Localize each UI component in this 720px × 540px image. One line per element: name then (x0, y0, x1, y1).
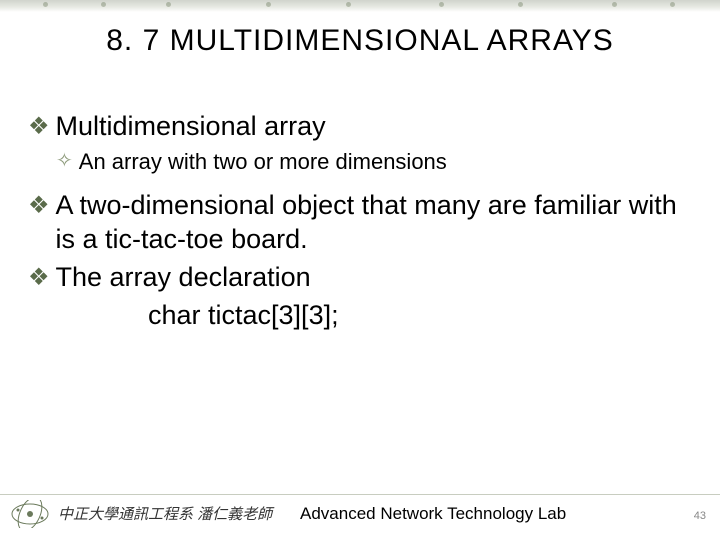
network-logo-icon (8, 500, 52, 528)
diamond-bullet-icon: ❖ (28, 112, 50, 142)
bullet-item-1: ❖ Multidimensional array (28, 110, 692, 144)
code-line: char tictac[3][3]; (148, 299, 692, 333)
page-number: 43 (694, 510, 706, 522)
footer-text-chinese: 中正大學通訊工程系 潘仁義老師 (58, 503, 272, 524)
diamond-outline-icon: ✧ (56, 149, 73, 174)
decoration-dots (0, 0, 720, 10)
bullet-item-2: ❖ A two-dimensional object that many are… (28, 189, 692, 257)
bullet-text: A two-dimensional object that many are f… (56, 189, 692, 257)
bullet-sub-item-1: ✧ An array with two or more dimensions (56, 148, 692, 176)
bullet-sub-text: An array with two or more dimensions (79, 148, 447, 176)
footer-bar: 中正大學通訊工程系 潘仁義老師 Advanced Network Technol… (0, 494, 720, 530)
content-area: ❖ Multidimensional array ✧ An array with… (28, 110, 692, 332)
footer-logo (8, 500, 52, 528)
bullet-item-3: ❖ The array declaration (28, 261, 692, 295)
diamond-bullet-icon: ❖ (28, 263, 50, 293)
slide-title: 8. 7 MULTIDIMENSIONAL ARRAYS (0, 24, 720, 58)
bullet-text: Multidimensional array (56, 110, 326, 144)
diamond-bullet-icon: ❖ (28, 191, 50, 221)
bullet-text: The array declaration (56, 261, 311, 295)
top-decoration-bar (0, 0, 720, 12)
footer-text-english: Advanced Network Technology Lab (300, 504, 566, 524)
